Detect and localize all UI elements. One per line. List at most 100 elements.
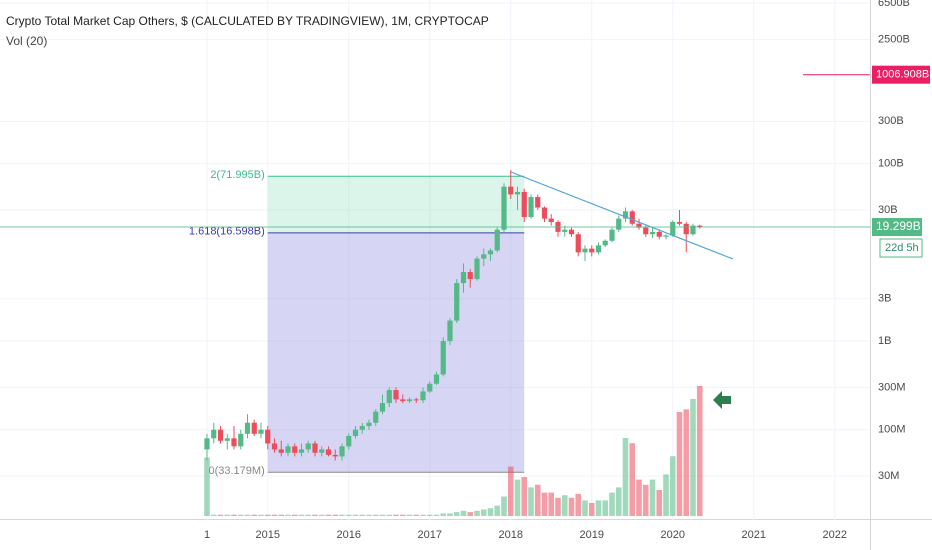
volume-bar — [514, 479, 521, 516]
volume-bar — [649, 479, 656, 516]
x-tick-label: 2021 — [742, 529, 766, 541]
candle-body — [494, 229, 500, 251]
volume-bar — [352, 514, 359, 516]
volume-bar — [278, 514, 285, 516]
volume-bar — [237, 514, 244, 516]
volume-bar — [204, 457, 210, 516]
volume-bar — [582, 500, 588, 516]
candle-body — [616, 218, 622, 230]
candle-body — [406, 399, 413, 402]
volume-bar — [528, 487, 534, 516]
y-tick-label: 2500B — [878, 34, 910, 46]
volume-bar — [285, 514, 291, 516]
candle-body — [481, 254, 487, 259]
volume-bar — [298, 514, 305, 516]
trend-line — [510, 171, 734, 260]
x-tick-label: 2018 — [499, 529, 523, 541]
volume-bar — [629, 443, 636, 516]
volume-bar — [588, 503, 595, 516]
candle-body — [251, 422, 257, 434]
fib-level-label: 2(71.995B) — [210, 169, 264, 181]
y-tick-label: 6500B — [878, 0, 910, 9]
y-tick-label: 1B — [878, 335, 891, 347]
candle-body — [346, 435, 352, 447]
volume-bar — [386, 514, 393, 516]
volume-bar — [271, 514, 278, 516]
volume-bar — [669, 456, 676, 516]
volume-bar — [264, 514, 271, 516]
candle-body — [447, 320, 453, 342]
candle-body — [352, 429, 359, 436]
volume-bar — [258, 514, 264, 516]
candle-body — [211, 429, 217, 439]
volume-bar — [447, 513, 453, 516]
volume-bar — [217, 514, 224, 516]
candle-body — [622, 211, 629, 219]
y-tick-label: 300M — [878, 381, 906, 393]
candle-body — [568, 229, 575, 235]
volume-bar — [325, 514, 332, 516]
volume-bar — [609, 492, 615, 516]
volume-bar — [676, 412, 683, 516]
alert-label: 1006.908B — [876, 69, 929, 81]
volume-bar — [345, 514, 352, 516]
candle-body — [528, 197, 534, 218]
candle-body — [420, 391, 426, 401]
countdown-label: 22d 5h — [885, 242, 919, 254]
x-tick-label: 2022 — [823, 529, 847, 541]
volume-bar — [399, 514, 406, 516]
candle-body — [595, 245, 602, 253]
candle-body — [312, 443, 318, 453]
last-price-label: 19.299B — [876, 219, 921, 233]
fib-level-label: 0(33.179M) — [208, 465, 264, 477]
arrow-icon — [713, 391, 731, 409]
x-tick-label: 2016 — [337, 529, 361, 541]
volume-bar — [231, 514, 237, 516]
candle-body — [460, 272, 467, 284]
volume-bar — [615, 487, 622, 516]
volume-bar — [487, 508, 494, 516]
volume-bar — [663, 474, 669, 516]
candle-body — [238, 433, 244, 447]
volume-pane — [204, 386, 703, 516]
candle-body — [670, 221, 676, 236]
candle-body — [379, 403, 386, 412]
volume-title: Vol (20) — [6, 34, 47, 48]
candle-body — [589, 248, 595, 253]
candle-body — [224, 438, 230, 441]
x-tick-label: 2017 — [418, 529, 442, 541]
volume-bar — [291, 514, 298, 516]
candle-body — [366, 422, 372, 427]
fibonacci-extension: 2(71.995B) 1.618(16.598B) 0(33.179M) — [189, 169, 525, 477]
candle-body — [217, 429, 224, 441]
volume-bar — [568, 497, 575, 516]
volume-bar — [332, 514, 339, 516]
y-tick-label: 300B — [878, 115, 904, 127]
volume-bar — [521, 477, 528, 516]
candle-body — [265, 429, 271, 444]
x-tick-label: 1 — [204, 529, 210, 541]
candle-body — [413, 399, 419, 401]
volume-bar — [636, 479, 642, 516]
candle-body — [386, 390, 392, 404]
candle-body — [440, 341, 446, 375]
volume-bar — [467, 512, 474, 516]
candle-body — [514, 191, 521, 195]
y-tick-label: 100B — [878, 158, 904, 170]
volume-bar — [683, 409, 690, 516]
candle-body — [325, 449, 332, 455]
volume-bar — [507, 466, 514, 516]
volume-bar — [312, 514, 318, 516]
candle-body — [467, 272, 473, 280]
volume-bar — [244, 514, 251, 516]
volume-bar — [339, 514, 345, 516]
y-tick-label: 30B — [878, 204, 898, 216]
volume-bar — [656, 490, 663, 516]
candle-body — [643, 227, 649, 235]
volume-bar — [622, 438, 629, 516]
candle-body — [393, 390, 399, 400]
candle-body — [629, 211, 635, 224]
volume-bar — [460, 510, 467, 516]
candle-body — [400, 399, 406, 402]
